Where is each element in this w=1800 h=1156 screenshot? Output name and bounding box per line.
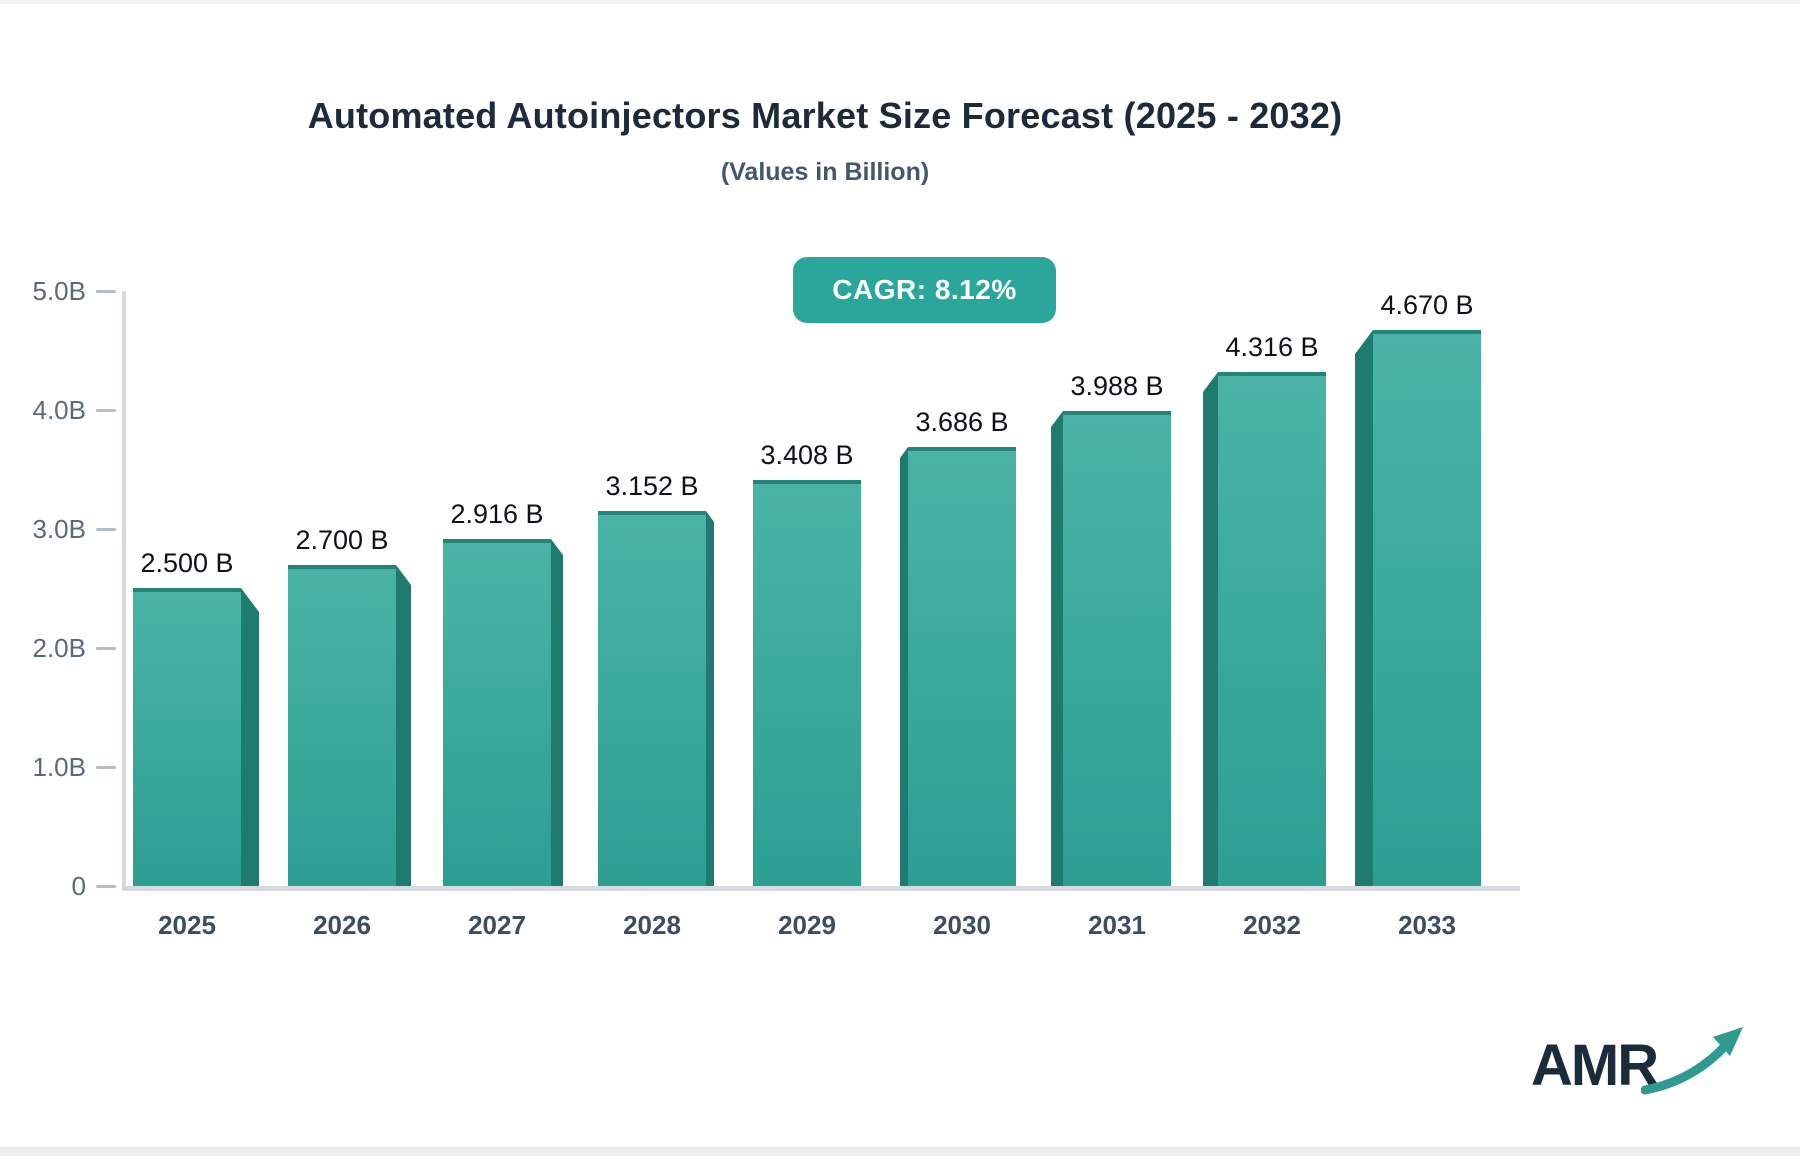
bar-side-2032 bbox=[1203, 372, 1218, 886]
value-label-2030: 3.686 B bbox=[915, 407, 1009, 437]
page-bottom-edge bbox=[0, 1147, 1800, 1156]
x-axis-line bbox=[122, 886, 1520, 891]
chart-title: Automated Autoinjectors Market Size Fore… bbox=[307, 95, 1343, 136]
year-label-2027: 2027 bbox=[468, 910, 526, 940]
cagr-badge: CAGR: 8.12% bbox=[793, 257, 1056, 323]
chart-subtitle: (Values in Billion) bbox=[720, 158, 930, 186]
bar-side-2025 bbox=[241, 588, 259, 886]
bar-face-2031 bbox=[1063, 411, 1171, 886]
year-label-2029: 2029 bbox=[778, 910, 836, 940]
value-label-2033: 4.670 B bbox=[1380, 290, 1474, 320]
value-label-2028: 3.152 B bbox=[605, 471, 699, 501]
value-label-2026: 2.700 B bbox=[295, 525, 389, 555]
year-label-2026: 2026 bbox=[313, 910, 371, 940]
bar-side-2026 bbox=[396, 565, 411, 886]
ytick-label-2.0B: 2.0B bbox=[32, 633, 87, 663]
ytick-dash-1.0B bbox=[96, 766, 116, 769]
bar-face-2025 bbox=[133, 588, 241, 886]
bar-face-2032 bbox=[1218, 372, 1326, 886]
ytick-label-1.0B: 1.0B bbox=[32, 752, 87, 782]
bar-face-2033 bbox=[1373, 330, 1481, 886]
growth-arrow-icon bbox=[1641, 1027, 1744, 1095]
value-label-2027: 2.916 B bbox=[450, 499, 544, 529]
ytick-label-3.0B: 3.0B bbox=[32, 514, 87, 544]
ytick-dash-0 bbox=[96, 885, 116, 888]
year-label-2033: 2033 bbox=[1398, 910, 1456, 940]
year-label-2030: 2030 bbox=[933, 910, 991, 940]
bar-side-2033 bbox=[1355, 330, 1373, 886]
year-label-2025: 2025 bbox=[158, 910, 216, 940]
value-label-2025: 2.500 B bbox=[140, 548, 234, 578]
year-label-2032: 2032 bbox=[1243, 910, 1301, 940]
bar-side-2030 bbox=[900, 447, 908, 886]
bar-face-2030 bbox=[908, 447, 1016, 886]
bar-side-2028 bbox=[706, 511, 714, 886]
value-label-2031: 3.988 B bbox=[1070, 371, 1164, 401]
year-label-2031: 2031 bbox=[1088, 910, 1146, 940]
bar-face-2029 bbox=[753, 480, 861, 886]
ytick-dash-2.0B bbox=[96, 647, 116, 650]
ytick-dash-4.0B bbox=[96, 409, 116, 412]
y-axis-line bbox=[122, 291, 126, 891]
bar-face-2028 bbox=[598, 511, 706, 886]
page-top-edge bbox=[0, 0, 1800, 4]
bar-face-2026 bbox=[288, 565, 396, 886]
year-label-2028: 2028 bbox=[623, 910, 681, 940]
value-label-2032: 4.316 B bbox=[1225, 332, 1319, 362]
bar-side-2027 bbox=[551, 539, 563, 886]
amr-logo: AMR bbox=[1531, 1027, 1753, 1104]
value-label-2029: 3.408 B bbox=[760, 440, 854, 470]
ytick-label-5.0B: 5.0B bbox=[32, 276, 87, 306]
bar-side-2031 bbox=[1051, 411, 1063, 886]
bar-face-2027 bbox=[443, 539, 551, 886]
ytick-label-0: 0 bbox=[71, 871, 86, 901]
ytick-dash-5.0B bbox=[96, 290, 116, 293]
ytick-dash-3.0B bbox=[96, 528, 116, 531]
amr-logo-text: AMR bbox=[1531, 1033, 1659, 1098]
ytick-label-4.0B: 4.0B bbox=[32, 395, 87, 425]
